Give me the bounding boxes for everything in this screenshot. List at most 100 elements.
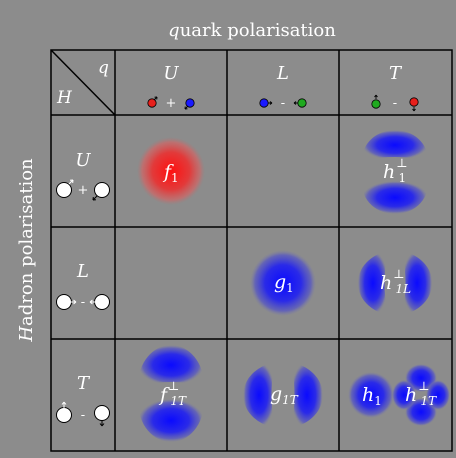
label-h1L: h⊥ 1L: [380, 267, 411, 296]
side-rest: adron polarisation: [16, 158, 37, 326]
label-f1T: f⊥ 1T: [158, 379, 187, 408]
density-h1Tperp: [392, 364, 450, 426]
side-H: H: [16, 326, 37, 343]
quark-red: [409, 97, 419, 107]
label-sub: 1: [171, 171, 179, 185]
density-lobe-left: [243, 362, 275, 428]
hadron-circle: [56, 407, 72, 423]
spin-arrow: [92, 195, 98, 201]
hadron-polarisation-title: Hadron polarisation: [16, 158, 37, 343]
label-main: g: [274, 271, 286, 293]
quark-red: [147, 98, 157, 108]
col-label-L: L: [276, 63, 289, 84]
density-lobe: [405, 364, 437, 392]
row-T-hadrons: -: [56, 401, 110, 427]
title-q: q: [168, 20, 180, 41]
density-blob-blue: [348, 372, 394, 418]
spin-arrow: [184, 105, 189, 110]
density-lobe-bottom: [362, 181, 428, 214]
label-sub: 1: [286, 281, 294, 295]
density-lobe-top: [362, 130, 428, 160]
quark-polarisation-title: quark polarisation: [168, 20, 336, 41]
label-sub: 1L: [396, 282, 412, 296]
col-label-T: T: [389, 63, 403, 84]
density-f1: [137, 137, 205, 205]
quark-blue: [185, 98, 195, 108]
col-L-quarks: -: [259, 96, 307, 111]
col-label-U: U: [163, 63, 179, 84]
density-lobe-bottom: [138, 399, 204, 442]
density-lobe: [405, 398, 437, 426]
label-main: f: [162, 161, 174, 183]
corner-H-label: H: [56, 88, 73, 108]
row-label-U: U: [75, 150, 91, 171]
spin-arrow: [70, 299, 77, 305]
density-lobe-top: [138, 345, 204, 385]
sign-minus: -: [81, 295, 85, 310]
label-h1: h1: [362, 384, 382, 408]
spin-arrow: [89, 299, 96, 305]
density-blob-red: [137, 137, 205, 205]
density-g1T: [243, 362, 323, 428]
sign-plus: +: [166, 96, 177, 111]
label-h1perp: h⊥ 1: [383, 156, 408, 185]
label-f1: f1: [162, 161, 179, 185]
density-lobe-right: [291, 362, 323, 428]
label-sub: 1T: [421, 394, 438, 408]
density-h1L: [357, 251, 433, 315]
hadron-circle: [94, 182, 110, 198]
density-lobe: [426, 380, 450, 410]
spin-arrow: [293, 101, 298, 105]
density-g1: [250, 250, 316, 316]
hadron-circle: [56, 182, 72, 198]
row-U-hadrons: +: [56, 179, 110, 201]
sign-minus: -: [393, 96, 397, 111]
density-lobe: [392, 380, 416, 410]
sign-minus: -: [81, 408, 85, 423]
label-sup: ⊥: [393, 267, 404, 281]
col-U-quarks: +: [147, 96, 195, 111]
spin-arrow: [268, 101, 273, 105]
label-main: h: [405, 384, 417, 406]
label-g1T: g1T: [270, 383, 299, 407]
col-T-quarks: -: [371, 94, 419, 112]
density-h1: [348, 372, 394, 418]
title-rest: uark polarisation: [180, 20, 337, 41]
row-label-L: L: [76, 261, 89, 282]
quark-green: [297, 98, 307, 108]
spin-arrow: [412, 107, 416, 112]
row-label-T: T: [77, 373, 91, 394]
quark-green: [371, 99, 381, 109]
label-sub: 1: [399, 171, 407, 185]
grid: [50, 49, 453, 452]
corner-diagonal: [50, 49, 116, 116]
label-g1: g1: [274, 271, 294, 295]
label-h1Tperp: h⊥ 1T: [405, 379, 437, 408]
label-main: g: [270, 383, 282, 405]
hadron-circle: [56, 294, 72, 310]
density-blob-blue: [250, 250, 316, 316]
hadron-circle: [94, 294, 110, 310]
label-main: f: [158, 384, 170, 406]
row-L-hadrons: -: [56, 294, 110, 310]
corner-q-label: q: [98, 58, 109, 78]
label-main: h: [380, 272, 392, 294]
density-lobe-right: [402, 251, 433, 315]
label-sup: ⊥: [418, 379, 429, 393]
label-main: h: [362, 384, 374, 406]
sign-plus: +: [78, 183, 89, 198]
spin-arrow: [374, 94, 378, 99]
label-sub: 1T: [170, 394, 187, 408]
density-lobe-left: [357, 251, 388, 315]
sign-minus: -: [281, 96, 285, 111]
spin-arrow: [153, 96, 158, 101]
label-sub: 1T: [282, 393, 299, 407]
spin-arrow: [99, 420, 105, 427]
density-f1T: [138, 345, 204, 442]
label-sup: ⊥: [396, 156, 407, 170]
spin-arrow: [61, 401, 67, 408]
quark-blue: [259, 98, 269, 108]
label-sub: 1: [374, 394, 382, 408]
label-sup: ⊥: [168, 379, 179, 393]
